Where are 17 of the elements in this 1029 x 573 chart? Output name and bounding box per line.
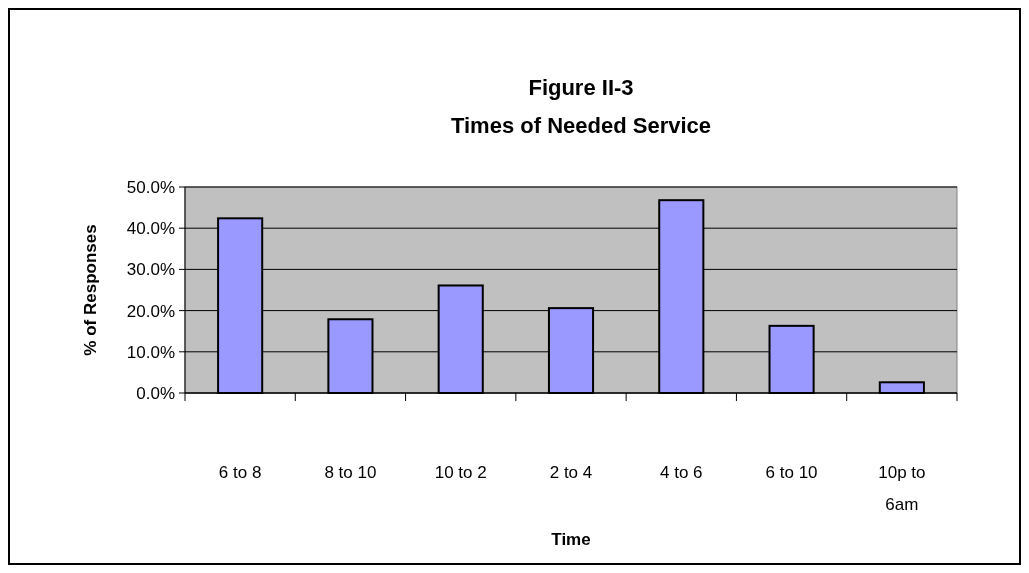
x-tick-label: 2 to 4 [549,463,593,482]
x-tick-label: 8 to 10 [324,463,377,482]
x-tick-label: 6 to 8 [218,463,262,482]
x-tick-label: 10 to 2 [434,463,487,482]
y-tick-label: 0.0% [136,383,175,403]
x-tick-label: 4 to 6 [660,463,703,482]
y-tick-label: 10.0% [126,342,175,362]
x-axis-title: Time [551,530,591,549]
y-tick-label: 20.0% [126,301,175,321]
x-tick-label: 6 to 10 [765,463,818,482]
chart-title: Figure II-3 [528,75,634,100]
y-tick-label: 40.0% [126,219,175,239]
chart-subtitle: Times of Needed Service [450,113,712,138]
y-tick-label: 50.0% [126,177,175,197]
y-tick-label: 30.0% [126,260,175,280]
x-tick-label: 10p to 6am [878,463,926,514]
y-axis-title: % of Responses [81,224,100,356]
